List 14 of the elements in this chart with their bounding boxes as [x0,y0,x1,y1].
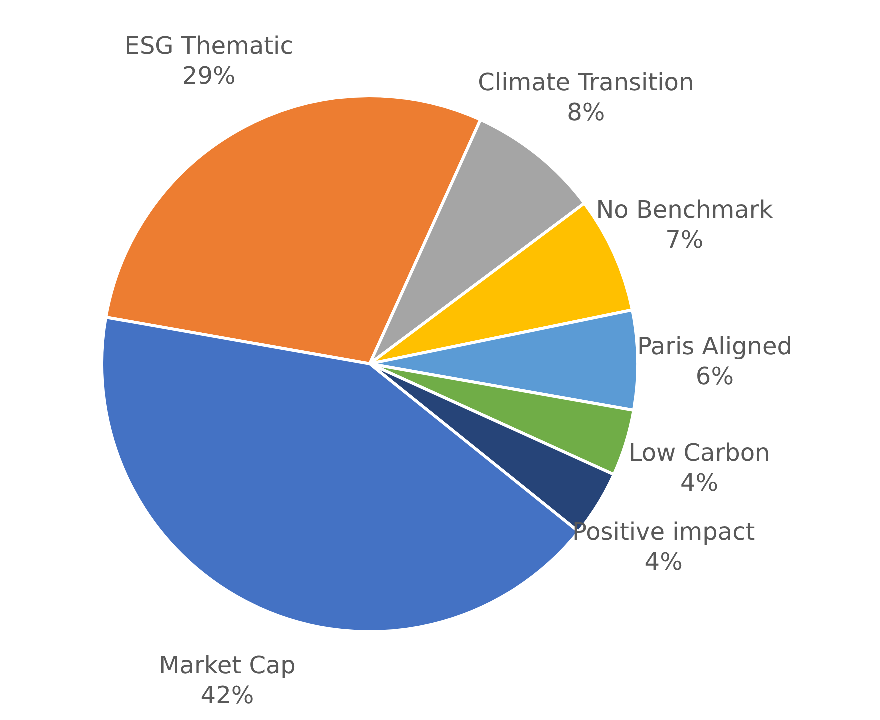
slice-label: No Benchmark [596,196,774,224]
data-label: 42% [200,681,254,710]
slice-label: ESG Thematic [124,32,294,60]
data-label: 7% [666,226,704,254]
slice-label: Low Carbon [628,439,770,468]
slice-label: Positive impact [572,518,756,546]
data-label: 29% [182,62,236,90]
data-label: 4% [680,469,719,498]
data-label: 4% [644,548,683,576]
slice-label: Market Cap [159,651,296,680]
slice-label: Paris Aligned [637,332,792,360]
slice-label: Climate Transition [478,68,694,96]
data-label: 8% [567,98,606,126]
data-label: 6% [696,362,734,390]
